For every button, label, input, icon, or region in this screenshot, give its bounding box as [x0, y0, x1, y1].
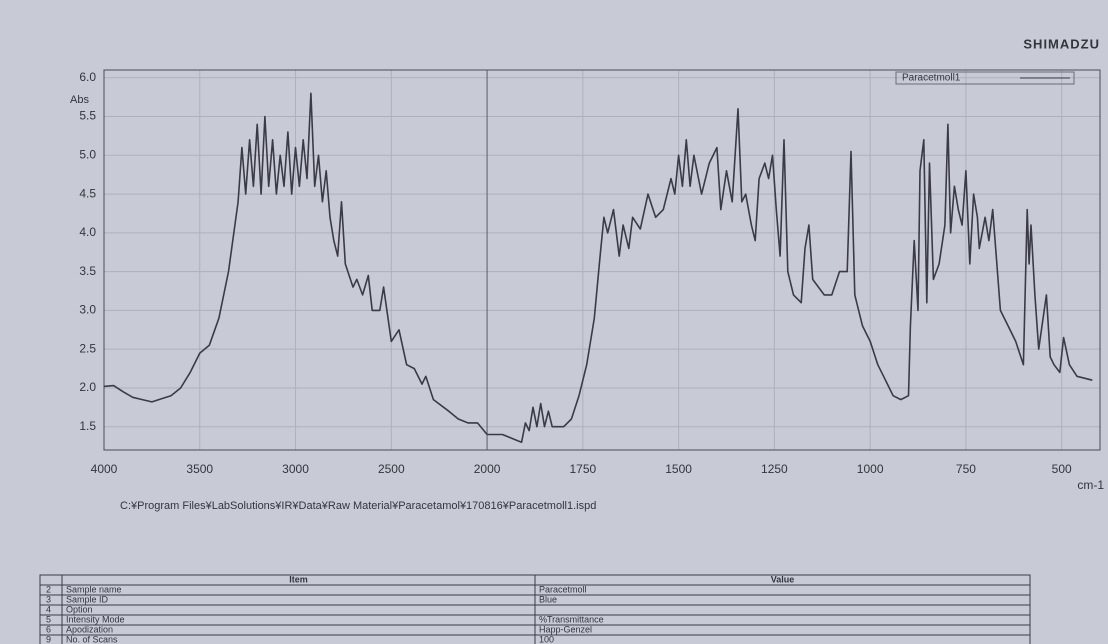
y-tick-label: 2.0	[79, 380, 96, 394]
y-tick-label: 4.0	[79, 225, 96, 239]
table-cell: Apodization	[66, 624, 113, 634]
x-tick-label: 3500	[186, 462, 213, 476]
table-cell: 9	[46, 634, 51, 644]
table-cell: 2	[46, 584, 51, 594]
table-cell: Blue	[539, 594, 557, 604]
table-cell: Happ-Genzel	[539, 624, 592, 634]
page: SHIMADZU C:¥Program Files¥LabSolutions¥I…	[0, 0, 1108, 644]
y-tick-label: 1.5	[79, 419, 96, 433]
x-tick-label: 500	[1052, 462, 1072, 476]
table-cell: Option	[66, 604, 93, 614]
y-tick-label: 6.0	[79, 70, 96, 84]
paper	[0, 0, 1108, 644]
table-cell: 4	[46, 604, 51, 614]
table-cell: Sample ID	[66, 594, 109, 604]
table-cell: 3	[46, 594, 51, 604]
legend-label: Paracetmoll1	[902, 73, 961, 84]
x-tick-label: 2500	[378, 462, 405, 476]
x-axis-label: cm-1	[1077, 478, 1104, 492]
x-tick-label: 750	[956, 462, 976, 476]
table-cell: Paracetmoll	[539, 584, 587, 594]
x-tick-label: 1250	[761, 462, 788, 476]
x-tick-label: 4000	[91, 462, 118, 476]
file-path: C:¥Program Files¥LabSolutions¥IR¥Data¥Ra…	[120, 500, 596, 512]
x-tick-label: 1500	[665, 462, 692, 476]
y-tick-label: 4.5	[79, 186, 96, 200]
y-tick-label: 5.5	[79, 109, 96, 123]
y-tick-label: 3.0	[79, 303, 96, 317]
table-cell: No. of Scans	[66, 634, 118, 644]
y-tick-label: 3.5	[79, 264, 96, 278]
x-tick-label: 3000	[282, 462, 309, 476]
table-header: Item	[289, 574, 308, 584]
brand: SHIMADZU	[1023, 36, 1100, 51]
y-tick-label: 5.0	[79, 147, 96, 161]
x-tick-label: 2000	[474, 462, 501, 476]
x-tick-label: 1750	[569, 462, 596, 476]
table-cell: Sample name	[66, 584, 122, 594]
table-cell: 6	[46, 624, 51, 634]
table-cell: 100	[539, 634, 554, 644]
table-cell: 5	[46, 614, 51, 624]
x-tick-label: 1000	[857, 462, 884, 476]
chart: SHIMADZU C:¥Program Files¥LabSolutions¥I…	[0, 0, 1108, 644]
table-cell: Intensity Mode	[66, 614, 125, 624]
table-header: Value	[771, 574, 795, 584]
y-axis-label: Abs	[70, 94, 89, 106]
table-cell: %Transmittance	[539, 614, 604, 624]
y-tick-label: 2.5	[79, 341, 96, 355]
